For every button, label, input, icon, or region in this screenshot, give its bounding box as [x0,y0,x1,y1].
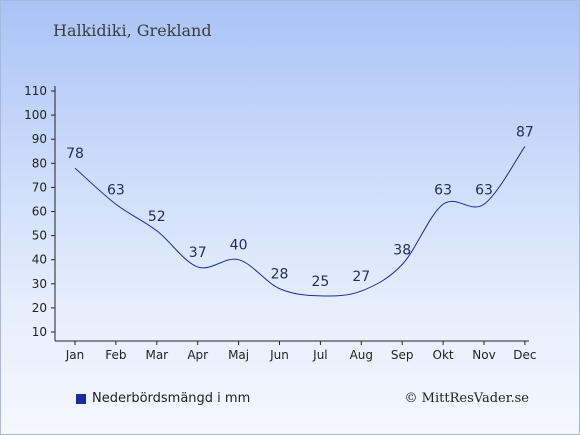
data-label: 37 [189,245,207,261]
data-label: 63 [107,182,125,198]
legend: Nederbördsmängd i mm [76,391,250,406]
data-label: 27 [352,269,370,285]
y-tick-label: 20 [32,301,47,315]
x-tick-label: Nov [472,348,495,362]
x-tick-label: Jun [269,348,289,362]
data-label: 52 [148,209,166,225]
chart-title: Halkidiki, Grekland [53,21,212,40]
data-label: 40 [230,238,248,254]
data-label: 38 [393,243,411,259]
y-tick-label: 80 [32,156,47,170]
data-label: 87 [516,124,534,140]
x-tick-label: Jan [65,348,85,362]
x-tick-label: Maj [228,348,249,362]
y-tick-label: 40 [32,253,47,267]
x-tick-label: Jul [312,348,327,362]
x-tick-label: Apr [187,348,208,362]
x-tick-label: Aug [350,348,373,362]
credit-text[interactable]: © MittResVader.se [404,391,529,406]
y-tick-label: 90 [32,132,47,146]
series-line [74,146,526,297]
y-tick-label: 110 [24,84,47,98]
data-label: 63 [475,182,493,198]
data-label: 63 [434,182,452,198]
legend-label: Nederbördsmängd i mm [92,391,251,406]
y-tick-label: 60 [32,205,47,219]
x-tick-label: Feb [105,348,126,362]
data-label: 25 [311,274,329,290]
x-tick-label: Sep [391,348,414,362]
data-label: 78 [66,146,84,162]
x-tick-label: Mar [145,348,168,362]
y-tick-label: 10 [32,325,47,339]
y-tick-label: 50 [32,229,47,243]
y-tick-label: 30 [32,277,47,291]
legend-swatch [76,393,86,404]
x-tick-label: Dec [513,348,536,362]
y-tick-label: 100 [24,108,47,122]
x-tick-label: Okt [433,348,454,362]
data-label: 28 [271,267,289,283]
y-tick-label: 70 [32,180,47,194]
